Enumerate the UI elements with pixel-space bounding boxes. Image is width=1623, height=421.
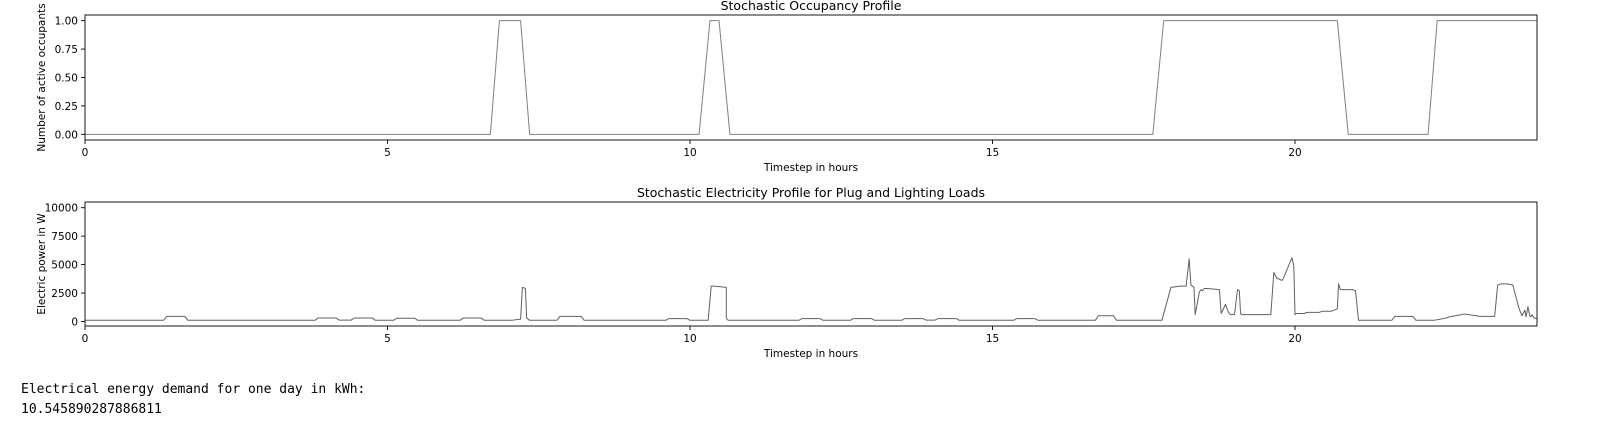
occupancy-ytick-label: 0.00 [55,129,78,141]
occupancy-xtick-label: 0 [82,147,89,159]
occupancy-chart: 0 5 10 15 20 0.00 0.25 0.50 0.75 1.00 Stochastic O… [36,0,1538,174]
electricity-series-line [85,257,1538,321]
energy-demand-label: Electrical energy demand for one day in … [21,382,366,397]
electricity-chart: 0 5 10 15 20 0 2500 5000 7500 10000 Stochastic Ele… [36,185,1538,360]
electricity-axes-frame [84,201,1538,327]
occupancy-xlabel: Timestep in hours [763,162,858,174]
occupancy-xtick-label: 5 [384,147,391,159]
electricity-ylabel: Electric power in W [36,213,48,315]
electricity-title: Stochastic Electricity Profile for Plug … [637,185,985,200]
electricity-ytick-label: 0 [71,316,78,328]
occupancy-series-line [85,20,1537,135]
electricity-xtick-label: 0 [82,333,89,345]
electricity-xtick-label: 5 [384,333,391,345]
occupancy-xtick-label: 15 [986,147,999,159]
electricity-xtick-label: 15 [986,333,999,345]
electricity-xtick-label: 10 [683,333,696,345]
electricity-ytick-label: 2500 [51,288,78,300]
occupancy-xtick-label: 10 [683,147,696,159]
occupancy-ytick-label: 0.25 [55,101,78,113]
occupancy-ylabel: Number of active occupants [36,3,48,151]
occupancy-ytick-label: 0.50 [55,73,78,85]
electricity-ytick-label: 5000 [51,260,78,272]
energy-demand-value: 10.545890287886811 [21,402,162,417]
occupancy-axes-frame [84,14,1538,141]
electricity-xtick-label: 20 [1288,333,1301,345]
energy-demand-output: Electrical energy demand for one day in … [21,380,365,420]
electricity-ytick-label: 7500 [51,231,78,243]
occupancy-ytick-label: 0.75 [55,44,78,56]
occupancy-ytick-label: 1.00 [55,16,78,28]
occupancy-title: Stochastic Occupancy Profile [721,0,902,13]
occupancy-xtick-label: 20 [1288,147,1301,159]
electricity-xlabel: Timestep in hours [763,348,858,360]
electricity-ytick-label: 10000 [45,203,78,215]
